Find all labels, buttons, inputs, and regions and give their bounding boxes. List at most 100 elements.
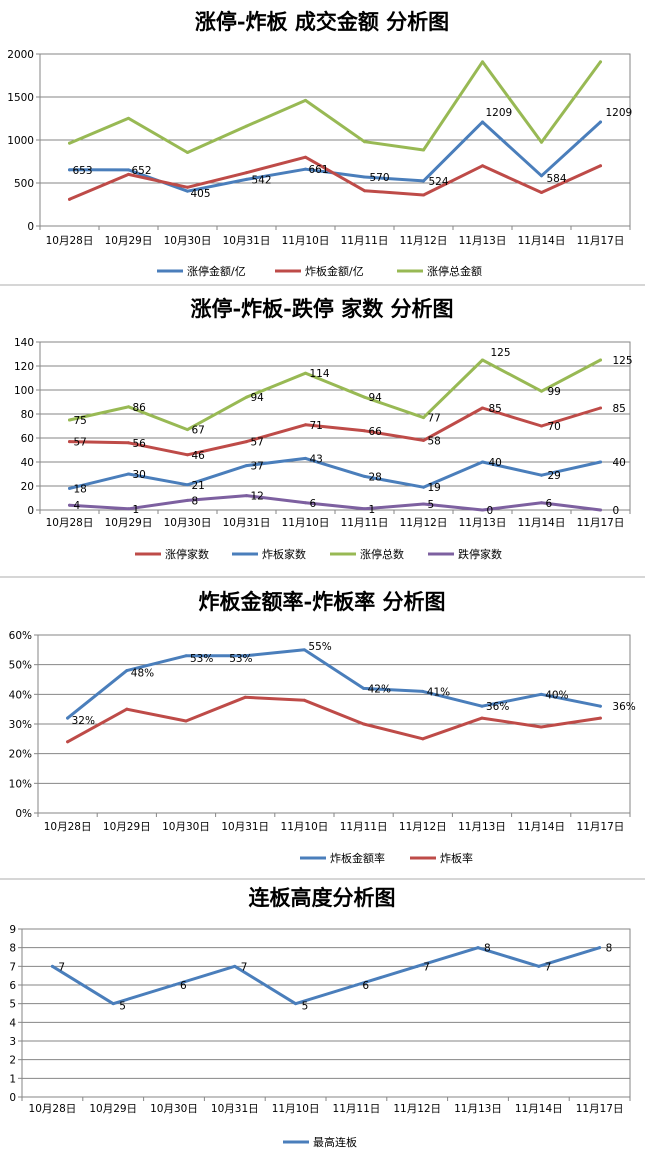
data-point <box>66 740 70 744</box>
x-tick-label: 11月11日 <box>333 1103 381 1115</box>
data-point <box>598 704 602 708</box>
data-point <box>245 494 248 498</box>
data-point <box>68 168 71 172</box>
x-tick-label: 11月12日 <box>393 1103 441 1115</box>
data-label: 7 <box>423 961 430 973</box>
data-point <box>481 358 484 362</box>
data-label: 405 <box>191 188 211 200</box>
data-point <box>184 719 188 723</box>
data-point <box>304 501 307 505</box>
data-label: 56 <box>133 438 147 450</box>
data-label: 4 <box>74 500 81 512</box>
data-label: 28 <box>369 471 382 483</box>
legend-label: 最高连板 <box>313 1135 357 1149</box>
y-tick-label: 4 <box>9 1017 16 1029</box>
data-label: 524 <box>429 176 449 188</box>
x-tick-label: 11月17日 <box>577 821 625 833</box>
x-tick-label: 10月31日 <box>223 517 271 529</box>
data-point <box>68 418 71 422</box>
chart-title: 炸板金额率-炸板率 分析图 <box>198 589 445 614</box>
data-label: 542 <box>252 174 272 186</box>
data-point <box>599 406 602 410</box>
data-point <box>302 648 306 652</box>
chart-title: 连板高度分析图 <box>249 885 396 910</box>
y-tick-label: 60% <box>9 630 32 642</box>
data-point <box>186 453 189 457</box>
data-point <box>363 189 366 193</box>
data-point <box>363 140 366 144</box>
streak-height-chart: 连板高度分析图 0 1 2 3 4 5 6 7 8 9 10月28日 10月29日 10月30日 10月31… <box>9 885 631 1149</box>
series-line <box>68 60 602 154</box>
x-tick-label: 11月11日 <box>341 235 389 247</box>
x-tick-label: 10月29日 <box>105 517 153 529</box>
data-label: 7 <box>545 961 552 973</box>
x-tick-label: 10月28日 <box>46 517 94 529</box>
data-label: 1209 <box>606 107 633 119</box>
data-label: 7 <box>241 961 248 973</box>
y-tick-label: 500 <box>14 178 34 190</box>
data-point <box>172 983 176 987</box>
legend-label: 跌停家数 <box>458 547 502 561</box>
data-point <box>481 60 484 64</box>
x-tick-label: 11月13日 <box>459 235 507 247</box>
x-tick-label: 11月14日 <box>518 517 566 529</box>
data-point <box>421 689 425 693</box>
plot-area <box>21 928 631 1098</box>
data-point <box>186 483 189 487</box>
x-tick-label: 11月11日 <box>340 821 388 833</box>
y-tick-label: 0 <box>27 505 34 517</box>
data-point <box>127 507 130 511</box>
data-point <box>422 148 425 152</box>
data-point <box>125 707 129 711</box>
data-point <box>304 456 307 460</box>
data-point <box>68 503 71 507</box>
chart-title: 涨停-炸板 成交金额 分析图 <box>195 9 449 34</box>
data-label: 125 <box>491 347 511 359</box>
data-point <box>481 508 484 512</box>
y-tick-label: 30% <box>9 719 32 731</box>
x-tick-label: 10月28日 <box>44 821 92 833</box>
series-line <box>68 155 602 201</box>
x-tick-label: 11月13日 <box>459 517 507 529</box>
chart-panel-height: 连板高度分析图 0 1 2 3 4 5 6 7 8 9 10月28日 10月29日 10月30日 10月31… <box>0 880 645 1160</box>
data-point <box>599 60 602 64</box>
data-point <box>127 441 130 445</box>
legend-label: 炸板家数 <box>262 547 306 561</box>
data-label: 6 <box>546 498 553 510</box>
data-point <box>363 507 366 511</box>
data-label: 0 <box>613 505 620 517</box>
data-point <box>422 193 425 197</box>
data-label: 653 <box>73 165 93 177</box>
legend-label: 涨停金额/亿 <box>187 264 246 278</box>
data-label: 58 <box>428 435 441 447</box>
y-tick-label: 0% <box>15 808 32 820</box>
data-label: 36% <box>612 701 635 713</box>
data-label: 85 <box>613 403 626 415</box>
data-label: 21 <box>192 480 205 492</box>
data-point <box>598 946 602 950</box>
x-tick-label: 10月30日 <box>150 1103 198 1115</box>
data-point <box>186 498 189 502</box>
x-tick-label: 11月17日 <box>577 517 625 529</box>
data-point <box>476 946 480 950</box>
data-point <box>599 358 602 362</box>
y-tick-label: 100 <box>14 385 34 397</box>
data-point <box>233 964 237 968</box>
y-tick-label: 2000 <box>7 49 34 61</box>
data-label: 94 <box>369 392 383 404</box>
data-point <box>539 692 543 696</box>
data-label: 30 <box>133 469 146 481</box>
data-point <box>304 423 307 427</box>
y-tick-label: 3 <box>9 1036 16 1048</box>
x-tick-label: 11月10日 <box>272 1103 320 1115</box>
data-point <box>481 460 484 464</box>
data-label: 6 <box>310 498 317 510</box>
data-label: 86 <box>133 402 147 414</box>
data-point <box>422 179 425 183</box>
data-label: 8 <box>484 943 491 955</box>
data-point <box>481 164 484 168</box>
x-tick-label: 11月17日 <box>577 235 625 247</box>
data-point <box>481 120 484 124</box>
data-point <box>540 174 543 178</box>
data-label: 18 <box>74 483 87 495</box>
